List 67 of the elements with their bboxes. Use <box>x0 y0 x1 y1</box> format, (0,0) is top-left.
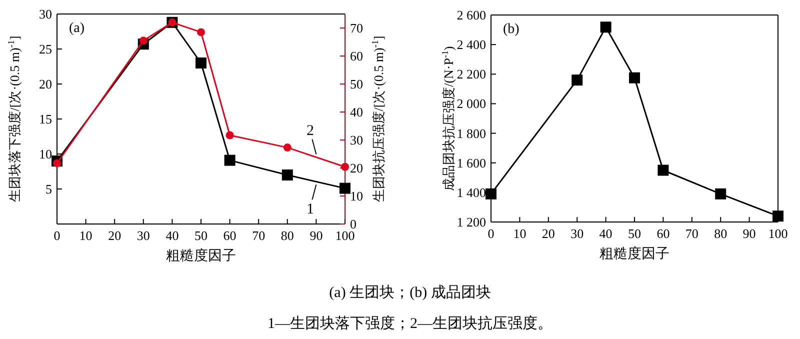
x-tick-label: 60 <box>223 228 236 243</box>
series-label: 2 <box>306 123 314 140</box>
y2-tick-label: 10 <box>350 188 363 204</box>
y-tick-label: 2 200 <box>456 66 486 82</box>
y-tick-label: 2 600 <box>456 8 486 22</box>
legend-label: 1 <box>306 202 314 218</box>
y2-tick-label: 40 <box>350 104 363 120</box>
y-tick-label: 25 <box>39 42 52 56</box>
x-tick-label: 30 <box>136 228 150 243</box>
x-tick-label: 30 <box>570 226 584 241</box>
point <box>282 170 293 180</box>
point <box>341 162 349 171</box>
y2-tick-label: 70 <box>350 20 363 36</box>
point <box>600 22 612 33</box>
y-tick-label: 2 400 <box>456 37 486 52</box>
y-tick-label: 30 <box>39 6 52 22</box>
point <box>629 72 640 84</box>
y2-tick-label: 50 <box>350 76 363 92</box>
point <box>658 164 669 176</box>
y-tick-label: 15 <box>39 112 52 126</box>
x-tick-label: 80 <box>714 226 728 241</box>
point <box>139 36 148 45</box>
x-axis-title: 粗糙度因子 <box>166 248 236 264</box>
text: 1—生团块落下强度；2—生团块抗压强度。 <box>268 315 552 332</box>
y-tick-label: 10 <box>39 146 52 162</box>
x-tick-label: 50 <box>194 228 208 243</box>
y2-tick-label: 30 <box>350 132 363 148</box>
y2-tick-label: 20 <box>350 160 363 176</box>
x-tick-label: 50 <box>628 226 641 241</box>
x-tick-label: 40 <box>166 228 179 243</box>
annotation: (a) <box>69 21 85 36</box>
x-tick-label: 10 <box>79 228 92 243</box>
x-tick-label: 90 <box>310 228 323 243</box>
x-tick-label: 0 <box>488 226 494 241</box>
y-tick-label: 1 600 <box>456 155 486 170</box>
text: (a) 生团块；(b) 成品团块 <box>329 284 491 301</box>
point <box>197 28 205 36</box>
point <box>53 159 61 168</box>
y-tick-label: 5 <box>46 182 52 196</box>
y2-tick-label: 60 <box>350 48 363 64</box>
x-tick-label: 80 <box>280 228 294 243</box>
y-tick-label: 1 200 <box>456 214 486 230</box>
point <box>486 188 496 200</box>
x-tick-label: 20 <box>108 228 122 243</box>
x-tick-label: 10 <box>513 226 526 241</box>
y-tick-label: 1 800 <box>456 126 486 141</box>
x-tick-label: 0 <box>54 228 60 243</box>
y-tick-label: 2 000 <box>456 96 486 112</box>
y-tick-label: 1 400 <box>456 184 486 200</box>
annotation: (b) <box>503 22 520 37</box>
point <box>715 188 726 200</box>
x-tick-label: 100 <box>768 226 788 241</box>
x-tick-label: 70 <box>685 226 698 241</box>
point <box>226 131 234 140</box>
x-tick-label: 20 <box>542 226 555 241</box>
x-tick-label: 70 <box>252 228 266 243</box>
y-tick-label: 20 <box>39 76 52 92</box>
x-tick-label: 90 <box>742 226 756 241</box>
point <box>224 154 236 166</box>
point <box>572 74 583 86</box>
point <box>340 182 350 194</box>
point <box>772 210 784 222</box>
x-tick-label: 40 <box>599 226 612 241</box>
point <box>196 58 206 68</box>
point <box>283 144 292 152</box>
x-axis-title: 粗糙度因子 <box>600 246 670 262</box>
x-tick-label: 60 <box>656 226 670 241</box>
